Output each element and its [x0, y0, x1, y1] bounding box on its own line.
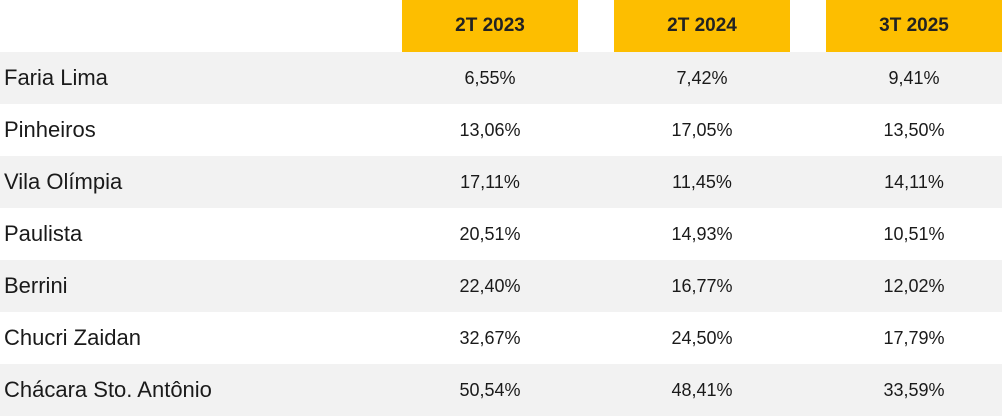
row-label: Chucri Zaidan [4, 325, 141, 350]
table-cell: 9,41% [888, 67, 940, 88]
row-label: Chácara Sto. Antônio [4, 377, 212, 402]
table-row: Chácara Sto. Antônio 50,54% 48,41% 33,59% [0, 364, 1002, 416]
row-label: Berrini [4, 273, 68, 298]
table-cell: 33,59% [883, 379, 945, 400]
table-cell: 20,51% [459, 223, 521, 244]
table-cell: 13,50% [883, 119, 945, 140]
table-cell: 22,40% [459, 275, 521, 296]
table-row: Faria Lima 6,55% 7,42% 9,41% [0, 52, 1002, 104]
table-cell: 14,93% [671, 223, 733, 244]
column-header: 2T 2023 [402, 0, 578, 52]
table-row: Chucri Zaidan 32,67% 24,50% 17,79% [0, 312, 1002, 364]
table-cell: 24,50% [671, 327, 733, 348]
table-cell: 13,06% [459, 119, 521, 140]
table-cell: 11,45% [672, 171, 732, 192]
table-cell: 50,54% [459, 379, 521, 400]
row-label: Pinheiros [4, 117, 96, 142]
table-cell: 17,11% [460, 171, 520, 192]
table-row: Paulista 20,51% 14,93% 10,51% [0, 208, 1002, 260]
table-cell: 17,05% [671, 119, 733, 140]
table-row: Pinheiros 13,06% 17,05% 13,50% [0, 104, 1002, 156]
row-label: Vila Olímpia [4, 169, 123, 194]
column-header: 3T 2025 [826, 0, 1002, 52]
table-cell: 17,79% [883, 327, 945, 348]
row-label: Faria Lima [4, 65, 108, 90]
table-cell: 32,67% [459, 327, 521, 348]
table-cell: 12,02% [883, 275, 945, 296]
table-cell: 48,41% [671, 379, 733, 400]
table-cell: 7,42% [676, 67, 728, 88]
column-header: 2T 2024 [614, 0, 790, 52]
table-cell: 6,55% [464, 67, 516, 88]
table-row: Berrini 22,40% 16,77% 12,02% [0, 260, 1002, 312]
table-cell: 14,11% [884, 171, 944, 192]
table-cell: 16,77% [671, 275, 733, 296]
row-label: Paulista [4, 221, 83, 246]
table-cell: 10,51% [883, 223, 945, 244]
table-row: Vila Olímpia 17,11% 11,45% 14,11% [0, 156, 1002, 208]
